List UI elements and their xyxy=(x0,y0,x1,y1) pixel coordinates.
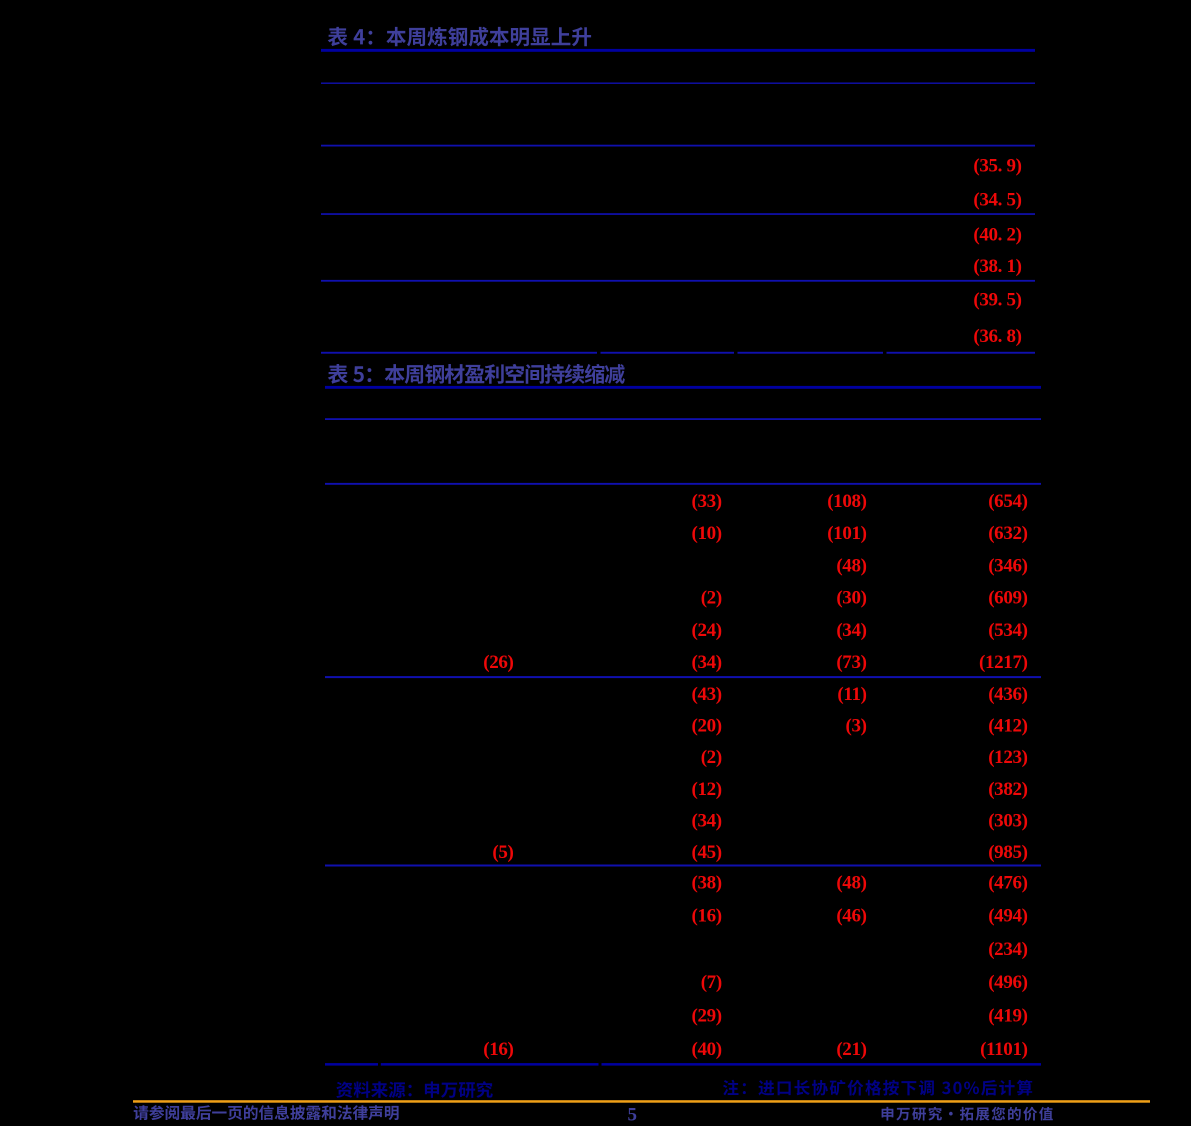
svg-text:(534): (534) xyxy=(988,620,1027,641)
svg-text:(30): (30) xyxy=(836,588,866,609)
svg-text:(632): (632) xyxy=(988,523,1027,544)
svg-text:(45): (45) xyxy=(692,842,722,863)
svg-text:(494): (494) xyxy=(988,906,1027,927)
svg-text:(234): (234) xyxy=(988,939,1027,960)
svg-text:(34): (34) xyxy=(836,620,866,641)
svg-text:(10): (10) xyxy=(692,523,722,544)
svg-text:(16): (16) xyxy=(483,1039,513,1060)
svg-text:(34): (34) xyxy=(692,810,722,831)
svg-text:(73): (73) xyxy=(836,652,866,673)
svg-text:(654): (654) xyxy=(988,491,1027,512)
svg-text:(123): (123) xyxy=(988,747,1027,768)
svg-text:(101): (101) xyxy=(827,523,866,544)
svg-text:(303): (303) xyxy=(988,810,1027,831)
svg-text:(346): (346) xyxy=(988,555,1027,576)
svg-text:(3): (3) xyxy=(845,716,866,737)
svg-text:(476): (476) xyxy=(988,872,1027,893)
svg-text:(412): (412) xyxy=(988,716,1027,737)
svg-text:(40): (40) xyxy=(692,1039,722,1060)
svg-text:(1101): (1101) xyxy=(980,1039,1028,1060)
svg-text:(39. 5): (39. 5) xyxy=(973,290,1021,311)
svg-text:(5): (5) xyxy=(492,842,513,863)
svg-text:(382): (382) xyxy=(988,779,1027,800)
svg-text:(34. 5): (34. 5) xyxy=(973,189,1021,210)
svg-text:(48): (48) xyxy=(836,555,866,576)
svg-text:(2): (2) xyxy=(701,747,722,768)
svg-text:(1217): (1217) xyxy=(979,652,1028,673)
svg-text:(40. 2): (40. 2) xyxy=(973,224,1021,245)
svg-text:(16): (16) xyxy=(692,906,722,927)
svg-text:(2): (2) xyxy=(701,588,722,609)
svg-text:(20): (20) xyxy=(692,716,722,737)
svg-text:(29): (29) xyxy=(692,1006,722,1027)
svg-text:(108): (108) xyxy=(827,491,866,512)
svg-text:5: 5 xyxy=(628,1105,638,1121)
svg-text:(12): (12) xyxy=(692,779,722,800)
svg-text:(26): (26) xyxy=(483,652,513,673)
svg-text:(21): (21) xyxy=(836,1039,866,1060)
svg-text:(46): (46) xyxy=(836,906,866,927)
svg-text:(436): (436) xyxy=(988,684,1027,705)
svg-text:(36. 8): (36. 8) xyxy=(973,326,1021,347)
svg-text:(33): (33) xyxy=(692,491,722,512)
svg-text:(24): (24) xyxy=(692,620,722,641)
svg-text:(985): (985) xyxy=(988,842,1027,863)
svg-text:(48): (48) xyxy=(836,872,866,893)
svg-text:(7): (7) xyxy=(701,972,722,993)
svg-text:(609): (609) xyxy=(988,588,1027,609)
svg-text:(419): (419) xyxy=(988,1006,1027,1027)
svg-text:(35. 9): (35. 9) xyxy=(973,155,1021,176)
svg-text:(11): (11) xyxy=(837,684,866,705)
svg-text:(38. 1): (38. 1) xyxy=(973,256,1021,277)
svg-text:(43): (43) xyxy=(692,684,722,705)
svg-text:(34): (34) xyxy=(692,652,722,673)
svg-text:(38): (38) xyxy=(692,872,722,893)
svg-text:(496): (496) xyxy=(988,972,1027,993)
